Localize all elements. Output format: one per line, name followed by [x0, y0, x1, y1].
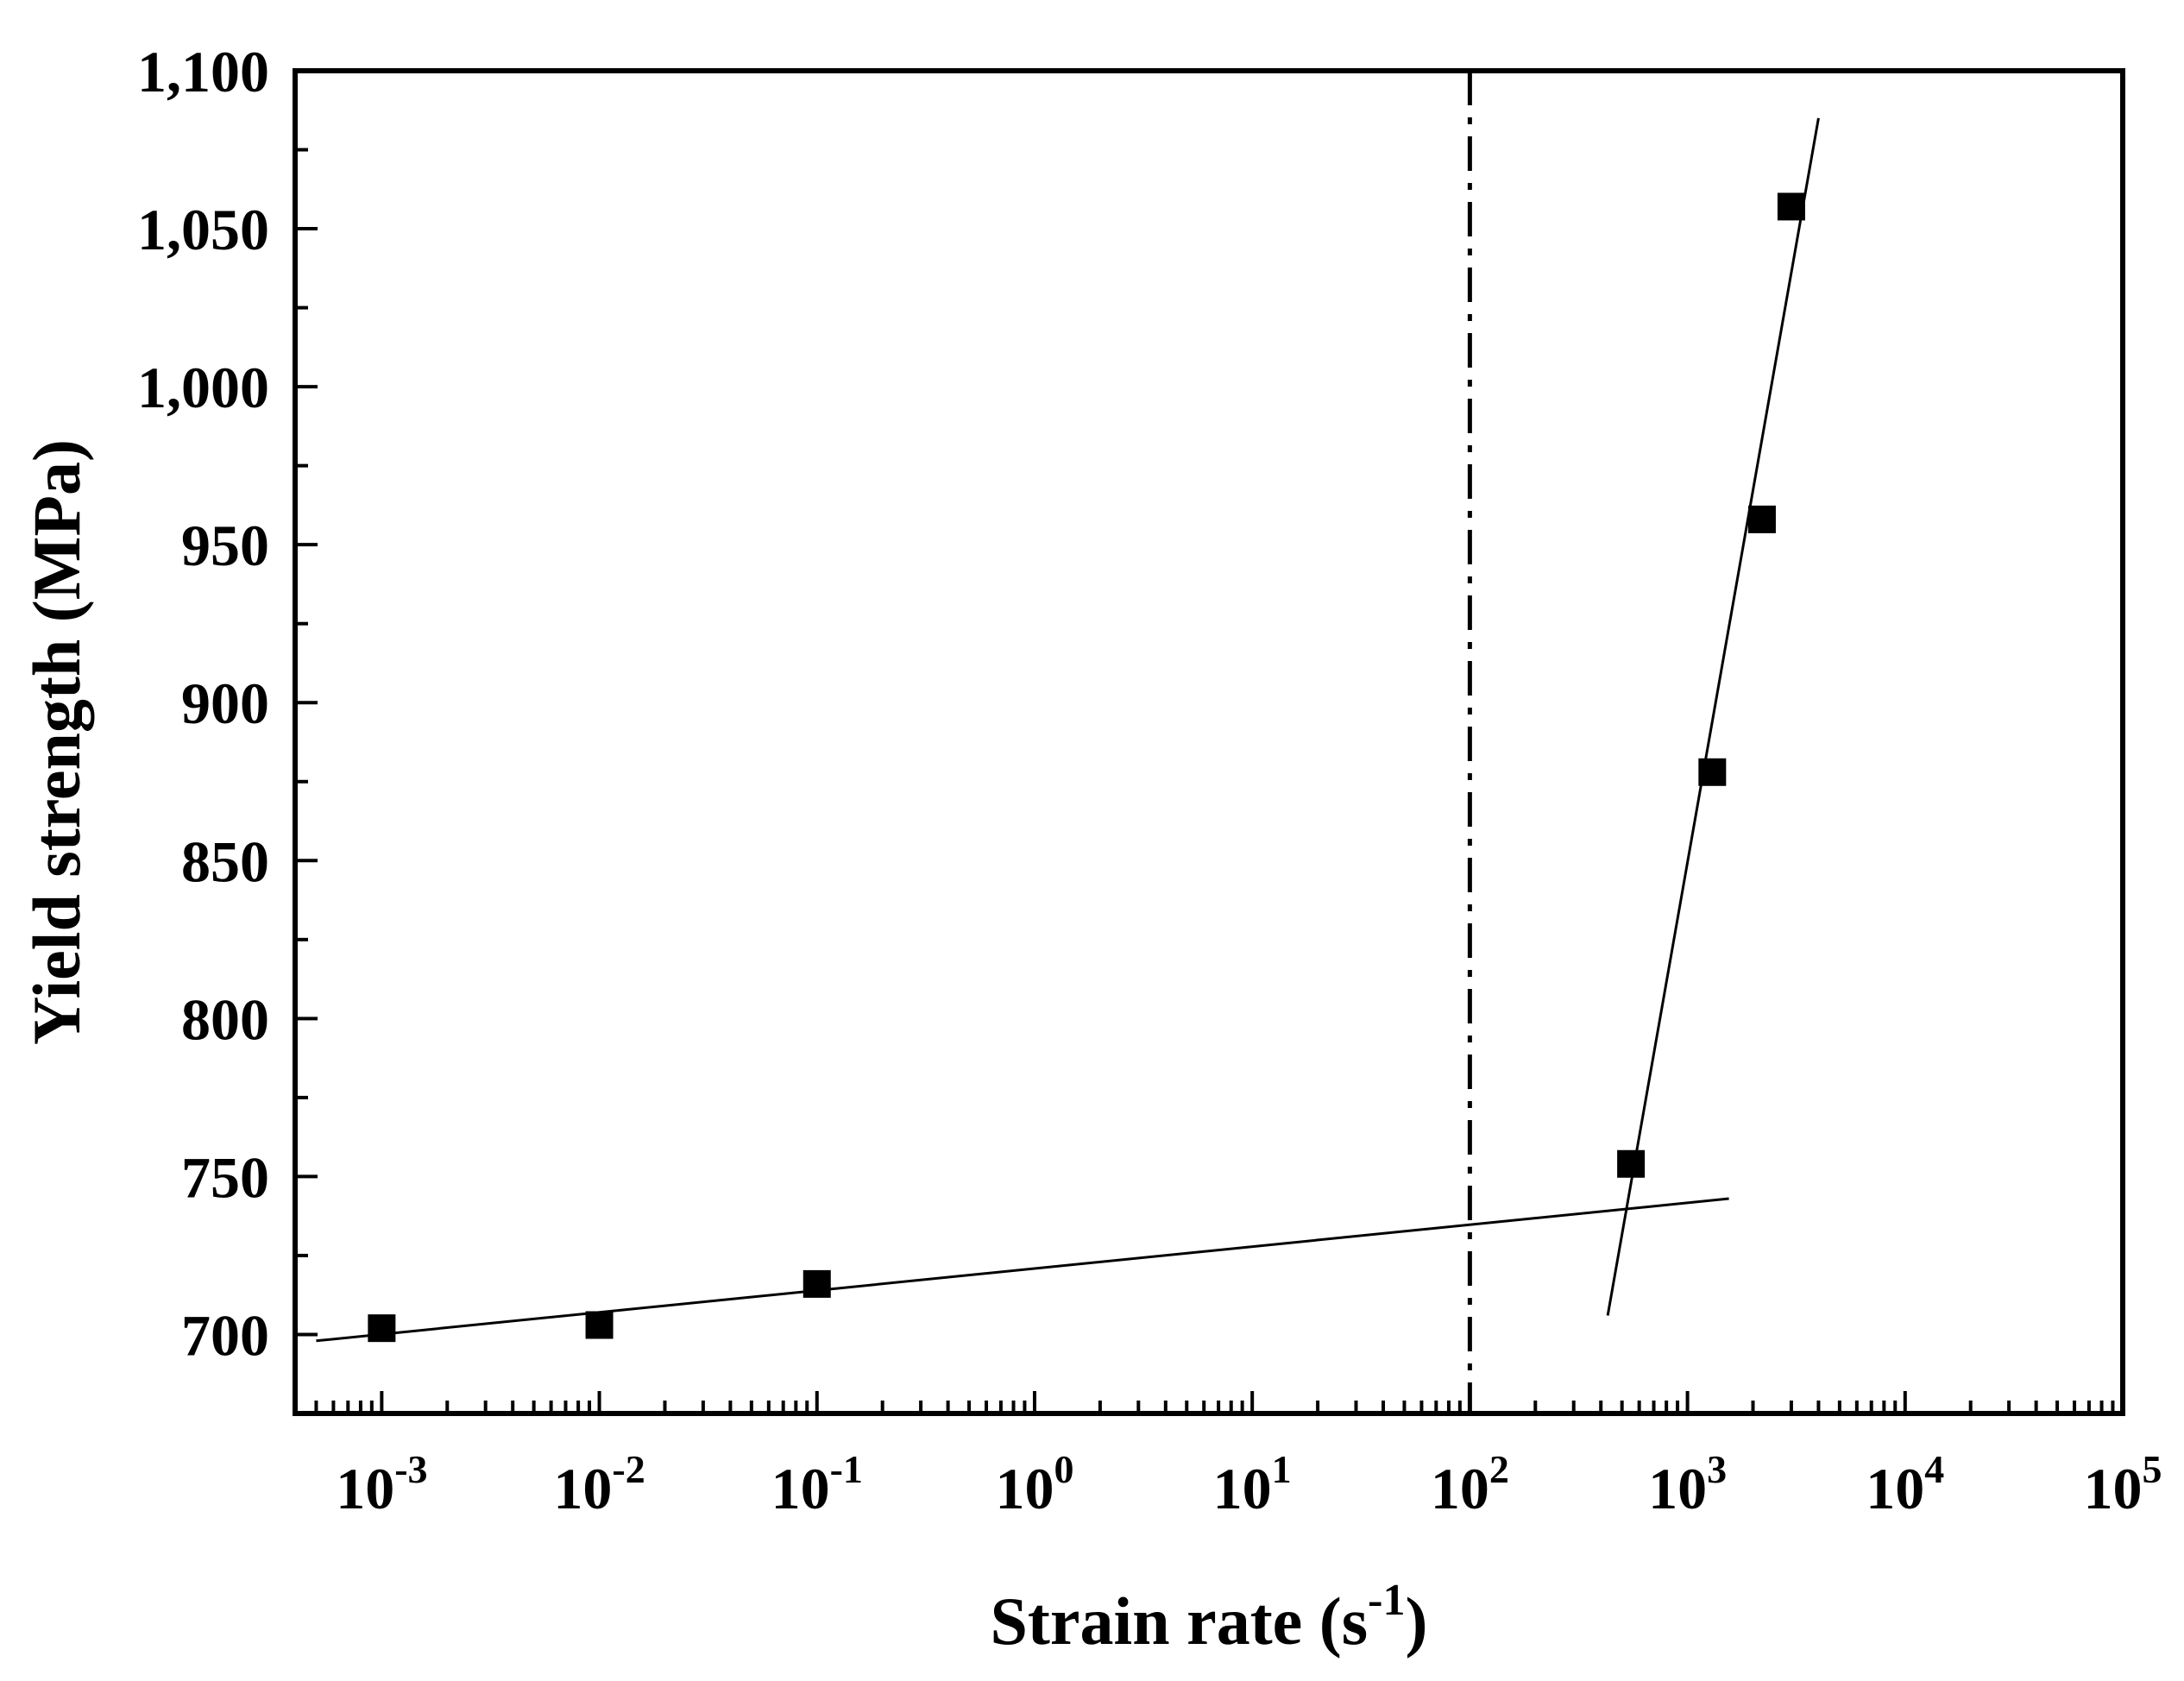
- y-tick-label: 1,000: [137, 355, 269, 420]
- data-point: [1698, 758, 1727, 786]
- x-tick-label: 101: [1213, 1447, 1292, 1521]
- x-axis-title-main: Strain rate (s: [991, 1583, 1369, 1659]
- axis-ticks-layer: [293, 69, 2124, 1415]
- fit-line-1: [316, 1197, 1729, 1343]
- fit-line-2: [1606, 117, 1820, 1316]
- y-tick-label: 700: [181, 1302, 269, 1368]
- y-tick-label: 1,050: [137, 197, 269, 262]
- y-tick-label: 800: [181, 986, 269, 1052]
- x-tick-label: 104: [1866, 1447, 1944, 1521]
- x-tick-label: 10-1: [771, 1447, 863, 1521]
- fit-lines-layer: [316, 71, 1820, 1413]
- data-point: [1747, 505, 1776, 533]
- data-point: [1617, 1149, 1646, 1178]
- x-tick-label: 10-2: [553, 1447, 645, 1521]
- y-tick-label: 1,100: [137, 39, 269, 104]
- y-tick-label: 750: [181, 1144, 269, 1210]
- data-point: [802, 1269, 831, 1298]
- data-point: [1777, 192, 1805, 221]
- tick-labels-layer: 10-3 10-2 10-1 100 101 102 103 104 105 700 750 800 8…: [137, 39, 2162, 1521]
- x-tick-label: 102: [1431, 1447, 1509, 1521]
- y-axis-title: Yield strength (MPa): [19, 439, 94, 1045]
- y-tick-label: 950: [181, 513, 269, 578]
- data-points-layer: [368, 192, 1805, 1343]
- x-tick-label: 100: [995, 1447, 1073, 1521]
- x-tick-label: 103: [1648, 1447, 1727, 1521]
- data-point: [368, 1314, 396, 1343]
- data-point: [585, 1311, 614, 1339]
- plot-frame: [293, 68, 2125, 1416]
- y-tick-label: 900: [181, 671, 269, 736]
- x-tick-label: 105: [2084, 1447, 2162, 1521]
- x-axis-title-tail: ): [1405, 1583, 1427, 1659]
- x-tick-label: 10-3: [336, 1447, 427, 1521]
- x-axis-title-sup: -1: [1368, 1576, 1405, 1625]
- x-axis-title: Strain rate (s-1): [991, 1576, 1428, 1659]
- y-tick-label: 850: [181, 828, 269, 894]
